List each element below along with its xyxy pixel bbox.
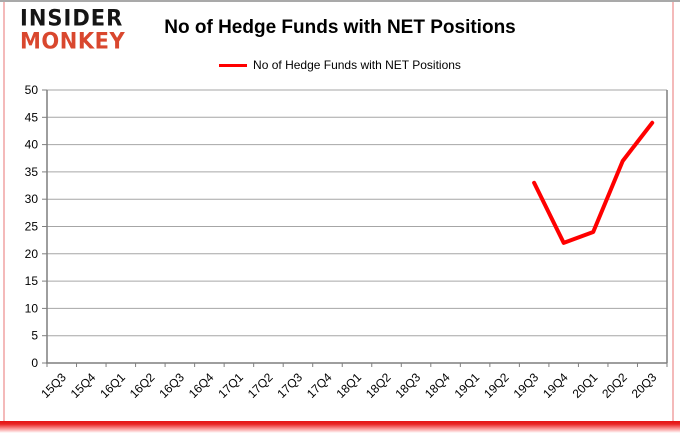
y-axis-label: 15 — [25, 274, 39, 288]
x-axis-label: 17Q3 — [274, 370, 305, 401]
y-axis-label: 0 — [31, 356, 38, 370]
insider-monkey-logo: INSIDER MONKEY — [20, 5, 126, 54]
y-axis-label: 20 — [25, 247, 39, 261]
bottom-red-shadow — [0, 421, 680, 433]
series-line — [532, 120, 655, 245]
x-axis-label: 19Q1 — [452, 370, 483, 401]
y-axis-label: 35 — [25, 165, 39, 179]
x-axis-label: 18Q3 — [393, 370, 424, 401]
legend-line-swatch — [219, 63, 248, 67]
chart-legend: No of Hedge Funds with NET Positions — [0, 58, 680, 72]
y-axis-label: 40 — [25, 138, 39, 152]
x-axis-label: 20Q3 — [629, 370, 660, 401]
y-axis-label: 5 — [31, 329, 38, 343]
x-axis-label: 18Q2 — [363, 370, 394, 401]
y-axis-label: 50 — [25, 83, 39, 97]
y-axis-label: 10 — [25, 301, 39, 315]
y-axis-label: 30 — [25, 192, 39, 206]
x-axis-label: 20Q1 — [570, 370, 601, 401]
logo-monkey-text: MONKEY — [20, 28, 126, 54]
x-axis-label: 16Q2 — [127, 370, 158, 401]
x-axis-label: 15Q4 — [68, 370, 99, 401]
x-axis-label: 16Q3 — [156, 370, 187, 401]
y-axis-label: 25 — [25, 220, 39, 234]
x-axis-label: 18Q4 — [422, 370, 453, 401]
chart-title: No of Hedge Funds with NET Positions — [164, 17, 516, 38]
x-axis-label: 17Q4 — [304, 370, 335, 401]
x-axis-label: 17Q2 — [245, 370, 276, 401]
right-border-line — [672, 2, 674, 423]
x-axis-label: 18Q1 — [333, 370, 364, 401]
x-axis-label: 17Q1 — [215, 370, 246, 401]
x-axis-label: 19Q4 — [540, 370, 571, 401]
logo-insider-text: INSIDER — [20, 5, 124, 31]
x-axis-label: 16Q4 — [186, 370, 217, 401]
top-border-line — [0, 0, 680, 2]
x-axis-label: 20Q2 — [599, 370, 630, 401]
y-axis-label: 45 — [25, 110, 39, 124]
x-axis-label: 16Q1 — [97, 370, 128, 401]
left-border-line — [3, 2, 5, 423]
x-axis-label: 19Q2 — [481, 370, 512, 401]
legend-label: No of Hedge Funds with NET Positions — [253, 58, 461, 72]
x-axis-label: 19Q3 — [511, 370, 542, 401]
x-axis-label: 15Q3 — [38, 370, 69, 401]
